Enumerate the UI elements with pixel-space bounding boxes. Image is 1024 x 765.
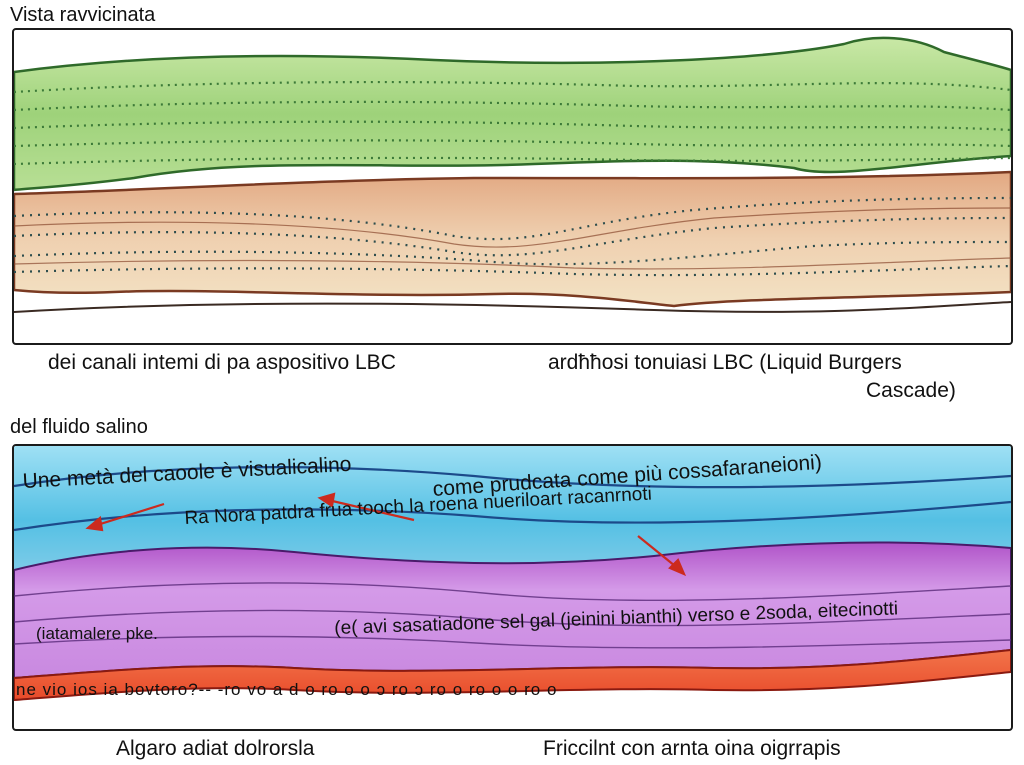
bottom-heading: del fluido salino	[10, 416, 148, 438]
channel-closeup-illustration	[14, 36, 1011, 313]
bottom-caption-left: Algaro adiat dolrorsla	[116, 737, 315, 760]
top-caption-left: dei canali intemi di pa aspositivo LBC	[48, 351, 396, 374]
annotation-red-band: ne vio ios ia bovtoro?-- -ro vo a d o ro…	[16, 680, 558, 699]
annotation-left-purple: (iatamalere pke.	[36, 624, 158, 643]
green-channel-band	[14, 36, 1011, 192]
purple-band-lines	[14, 582, 1011, 649]
top-caption-right-line1: ardħħosi tonuiasi LBC (Liquid Burgers	[548, 351, 902, 374]
red-channel-band	[14, 648, 1011, 702]
bottom-diagram-panel: Une metà del caoole è visualicalino come…	[12, 444, 1013, 731]
top-caption-right-line2: Cascade)	[866, 379, 956, 402]
tan-band-solid-lines	[14, 207, 1011, 270]
top-diagram-panel	[12, 28, 1013, 345]
tan-channel-band	[14, 170, 1011, 308]
tan-band-bottom-line	[14, 301, 1011, 313]
saline-fluid-illustration	[14, 446, 1011, 702]
tan-band-dotted-lines	[14, 196, 1011, 277]
annotation-arrows	[85, 492, 687, 577]
blue-band-lines	[14, 466, 1011, 532]
bottom-caption-right: Friccilnt con arnta oina oigrrapis	[543, 737, 841, 760]
top-heading: Vista ravvicinata	[10, 4, 156, 26]
green-band-dotted-lines	[14, 80, 1011, 166]
blue-channel-band	[14, 446, 1011, 570]
